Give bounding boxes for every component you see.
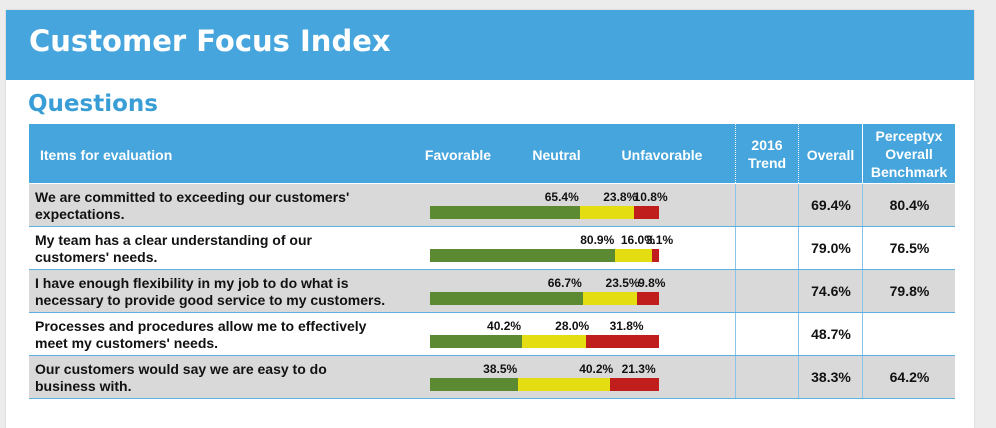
table-row: My team has a clear understanding of our… xyxy=(29,227,955,270)
neutral-segment xyxy=(579,206,635,219)
table-row: Our customers would say we are easy to d… xyxy=(29,356,955,399)
trend-value xyxy=(735,313,799,355)
favorable-segment xyxy=(430,292,583,305)
col-header-benchmark-line1: Perceptyx xyxy=(875,128,943,144)
benchmark-value: 79.8% xyxy=(862,270,956,312)
unfavorable-segment xyxy=(634,206,659,219)
neutral-percent: 23.8% xyxy=(603,190,638,204)
favorable-percent: 38.5% xyxy=(483,362,518,376)
unfavorable-segment xyxy=(636,292,659,305)
header-divider xyxy=(798,124,800,183)
question-line: meet my customers' needs. xyxy=(35,335,219,351)
trend-value xyxy=(735,270,799,312)
col-header-benchmark-line3: Benchmark xyxy=(870,164,948,180)
question-text: Our customers would say we are easy to d… xyxy=(35,361,425,395)
unfavorable-segment xyxy=(586,335,659,348)
section-title: Questions xyxy=(28,91,158,117)
table-row: I have enough flexibility in my job to d… xyxy=(29,270,955,313)
col-header-overall: Overall xyxy=(806,147,855,163)
neutral-segment xyxy=(518,378,611,391)
col-header-trend-line1: 2016 xyxy=(751,137,783,153)
col-header-trend: 2016 Trend xyxy=(736,136,798,172)
question-text: We are committed to exceeding our custom… xyxy=(35,189,425,223)
unfavorable-percent: 31.8% xyxy=(609,319,644,333)
benchmark-value: 80.4% xyxy=(862,184,956,226)
benchmark-value: 76.5% xyxy=(862,227,956,269)
trend-value xyxy=(735,356,799,398)
overall-value: 69.4% xyxy=(798,184,863,226)
trend-value xyxy=(735,227,799,269)
favorable-segment xyxy=(430,335,523,348)
table-header: Items for evaluation Favorable Neutral U… xyxy=(29,124,955,183)
neutral-percent: 23.5% xyxy=(605,276,640,290)
question-line: Processes and procedures allow me to eff… xyxy=(35,318,367,334)
benchmark-value: 64.2% xyxy=(862,356,956,398)
table-row: Processes and procedures allow me to eff… xyxy=(29,313,955,356)
favorable-segment xyxy=(430,206,580,219)
col-header-unfavorable: Unfavorable xyxy=(621,147,703,163)
question-line: My team has a clear understanding of our xyxy=(35,232,312,248)
unfavorable-segment xyxy=(610,378,659,391)
question-line: Our customers would say we are easy to d… xyxy=(35,361,327,377)
question-text: Processes and procedures allow me to eff… xyxy=(35,318,425,352)
unfavorable-percent: 21.3% xyxy=(621,362,656,376)
question-text: I have enough flexibility in my job to d… xyxy=(35,275,425,309)
col-header-benchmark: Perceptyx Overall Benchmark xyxy=(863,127,955,181)
report-card: Customer Focus Index Questions Items for… xyxy=(6,10,974,428)
table-row: We are committed to exceeding our custom… xyxy=(29,184,955,227)
benchmark-value xyxy=(862,313,956,355)
unfavorable-percent: 10.8% xyxy=(633,190,668,204)
neutral-percent: 40.2% xyxy=(579,362,614,376)
favorable-percent: 66.7% xyxy=(547,276,582,290)
page-title: Customer Focus Index xyxy=(29,24,391,58)
favorable-percent: 40.2% xyxy=(487,319,522,333)
neutral-percent: 28.0% xyxy=(555,319,590,333)
overall-value: 38.3% xyxy=(798,356,863,398)
unfavorable-segment xyxy=(651,249,659,262)
question-text: My team has a clear understanding of our… xyxy=(35,232,425,266)
favorable-percent: 80.9% xyxy=(580,233,615,247)
col-header-benchmark-line2: Overall xyxy=(885,146,933,162)
header-divider xyxy=(862,124,863,183)
response-bar xyxy=(430,335,659,348)
col-header-neutral: Neutral xyxy=(532,147,581,163)
neutral-segment xyxy=(582,292,637,305)
response-bar xyxy=(430,378,659,391)
trend-value xyxy=(735,184,799,226)
overall-value: 74.6% xyxy=(798,270,863,312)
favorable-percent: 65.4% xyxy=(544,190,579,204)
question-line: I have enough flexibility in my job to d… xyxy=(35,275,349,291)
col-header-items: Items for evaluation xyxy=(40,147,173,163)
unfavorable-percent: 9.8% xyxy=(638,276,666,290)
col-header-favorable: Favorable xyxy=(424,147,492,163)
unfavorable-percent: 3.1% xyxy=(645,233,674,247)
favorable-segment xyxy=(430,249,616,262)
header-divider xyxy=(735,124,737,183)
question-line: business with. xyxy=(35,378,132,394)
title-banner: Customer Focus Index xyxy=(6,10,974,80)
neutral-segment xyxy=(522,335,587,348)
overall-value: 79.0% xyxy=(798,227,863,269)
question-line: customers' needs. xyxy=(35,249,158,265)
neutral-segment xyxy=(615,249,652,262)
question-line: necessary to provide good service to my … xyxy=(35,292,386,308)
favorable-segment xyxy=(430,378,519,391)
neutral-percent: 16.0% xyxy=(620,233,655,247)
response-bar xyxy=(430,249,659,262)
question-line: expectations. xyxy=(35,206,125,222)
response-bar xyxy=(430,206,659,219)
question-line: We are committed to exceeding our custom… xyxy=(35,189,350,205)
response-bar xyxy=(430,292,659,305)
overall-value: 48.7% xyxy=(798,313,863,355)
col-header-trend-line2: Trend xyxy=(747,155,787,171)
